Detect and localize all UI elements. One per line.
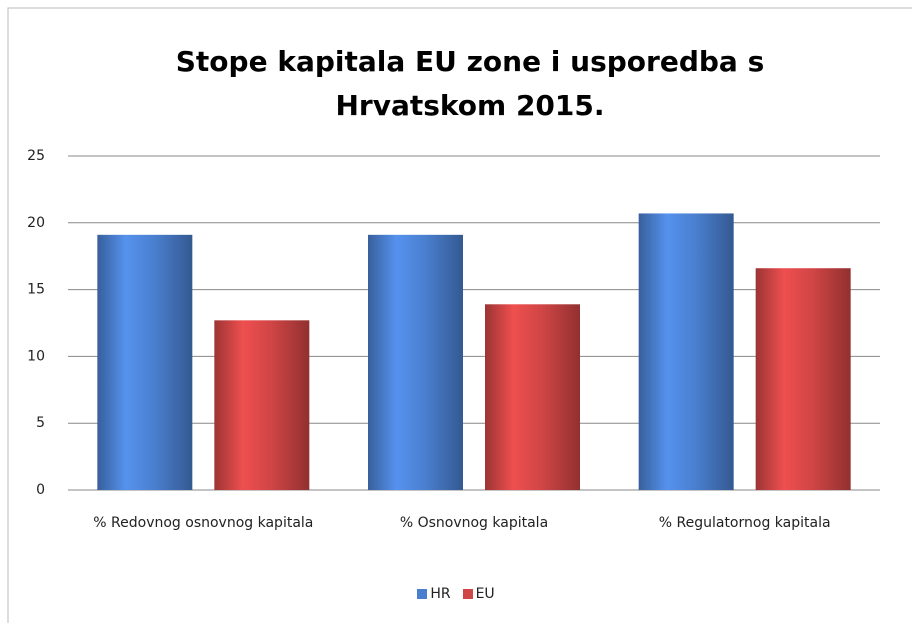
y-tick-label: 20 — [27, 215, 45, 231]
chart-title: Stope kapitala EU zone i usporedba s Hrv… — [175, 45, 765, 122]
x-tick-label: % Osnovnog kapitala — [399, 515, 549, 531]
y-tick-label: 15 — [27, 282, 45, 298]
bar — [97, 234, 193, 490]
y-tick-label: 0 — [36, 482, 45, 498]
y-tick-label: 10 — [27, 348, 45, 364]
legend-label: HR — [430, 586, 451, 602]
bar — [368, 234, 463, 490]
x-tick-label: % Regulatornog kapitala — [658, 515, 831, 531]
x-tick-label: % Redovnog osnovnog kapitala — [93, 515, 314, 531]
y-tick-label: 25 — [27, 148, 45, 164]
y-tick-label: 5 — [36, 415, 45, 431]
legend-label: EU — [475, 586, 495, 602]
legend-item: HR — [417, 586, 451, 602]
legend-item: EU — [462, 586, 495, 602]
legend-swatch — [417, 589, 428, 599]
legend: HR EU — [0, 586, 912, 602]
chart-border — [7, 7, 912, 623]
bar — [638, 213, 734, 490]
bar — [485, 304, 580, 490]
bar — [214, 320, 310, 490]
bar — [755, 268, 851, 490]
legend-swatch — [462, 589, 473, 599]
